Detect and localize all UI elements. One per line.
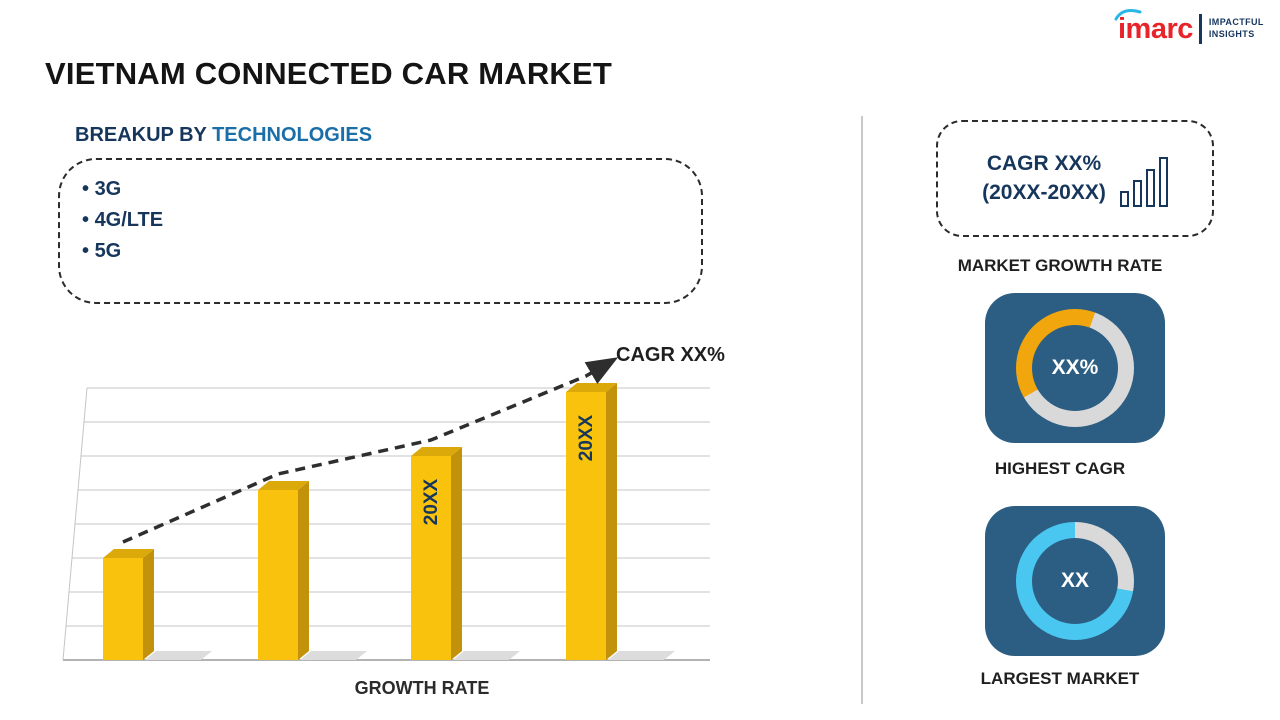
breakup-heading: BREAKUP BY TECHNOLOGIES: [75, 124, 372, 147]
logo-tagline: IMPACTFUL INSIGHTS: [1209, 17, 1264, 40]
growth-box-line1: CAGR XX%: [986, 152, 1102, 176]
page-title: VIETNAM CONNECTED CAR MARKET: [45, 56, 613, 91]
logo-tagline-line2: INSIGHTS: [1208, 29, 1255, 39]
largest-market-card: XX: [985, 506, 1165, 656]
logo-swoosh-icon: [1114, 8, 1142, 20]
largest-market-value: XX: [1060, 569, 1089, 592]
tech-item: 4G/LTE: [82, 205, 701, 236]
breakup-heading-highlight: TECHNOLOGIES: [212, 124, 373, 146]
svg-text:20XX: 20XX: [421, 478, 442, 525]
bar-chart-icon: [1119, 151, 1168, 207]
chart-x-axis-label: GROWTH RATE: [354, 678, 490, 698]
largest-market-donut: XX: [1016, 522, 1134, 640]
growth-box-line2: (20XX-20XX): [982, 180, 1106, 204]
section-divider: [861, 116, 863, 704]
svg-text:20XX: 20XX: [576, 414, 597, 461]
technologies-list: 3G4G/LTE5G: [82, 174, 701, 267]
trend-arrow: [122, 357, 619, 544]
growth-bar-chart: 20XX 20XX: [62, 357, 710, 661]
donut-hole: [1032, 325, 1118, 411]
imarc-logo: imarc IMPACTFUL INSIGHTS: [1114, 8, 1264, 45]
logo-divider: [1198, 14, 1202, 44]
tech-item: 3G: [82, 174, 701, 205]
tech-item: 5G: [82, 236, 701, 267]
logo-tagline-line1: IMPACTFUL: [1208, 17, 1264, 28]
growth-box-text: CAGR XX% (20XX-20XX): [982, 150, 1106, 207]
chart-bars: 20XX 20XX: [103, 383, 675, 660]
logo-brand-text: imarc: [1118, 12, 1193, 45]
highest-cagr-card: XX%: [985, 293, 1165, 443]
technologies-box: 3G4G/LTE5G: [58, 158, 703, 304]
largest-market-caption: LARGEST MARKET: [980, 669, 1140, 688]
breakup-heading-prefix: BREAKUP BY: [75, 124, 213, 146]
highest-cagr-value: XX%: [1051, 356, 1099, 379]
donut-hole: [1032, 538, 1118, 624]
market-growth-rate-box: CAGR XX% (20XX-20XX): [936, 120, 1214, 237]
chart-cagr-label: CAGR XX%: [616, 344, 725, 366]
market-growth-rate-caption: MARKET GROWTH RATE: [957, 256, 1163, 275]
logo-brand: imarc: [1114, 8, 1193, 45]
highest-cagr-donut: XX%: [1016, 309, 1134, 427]
highest-cagr-caption: HIGHEST CAGR: [994, 459, 1126, 478]
